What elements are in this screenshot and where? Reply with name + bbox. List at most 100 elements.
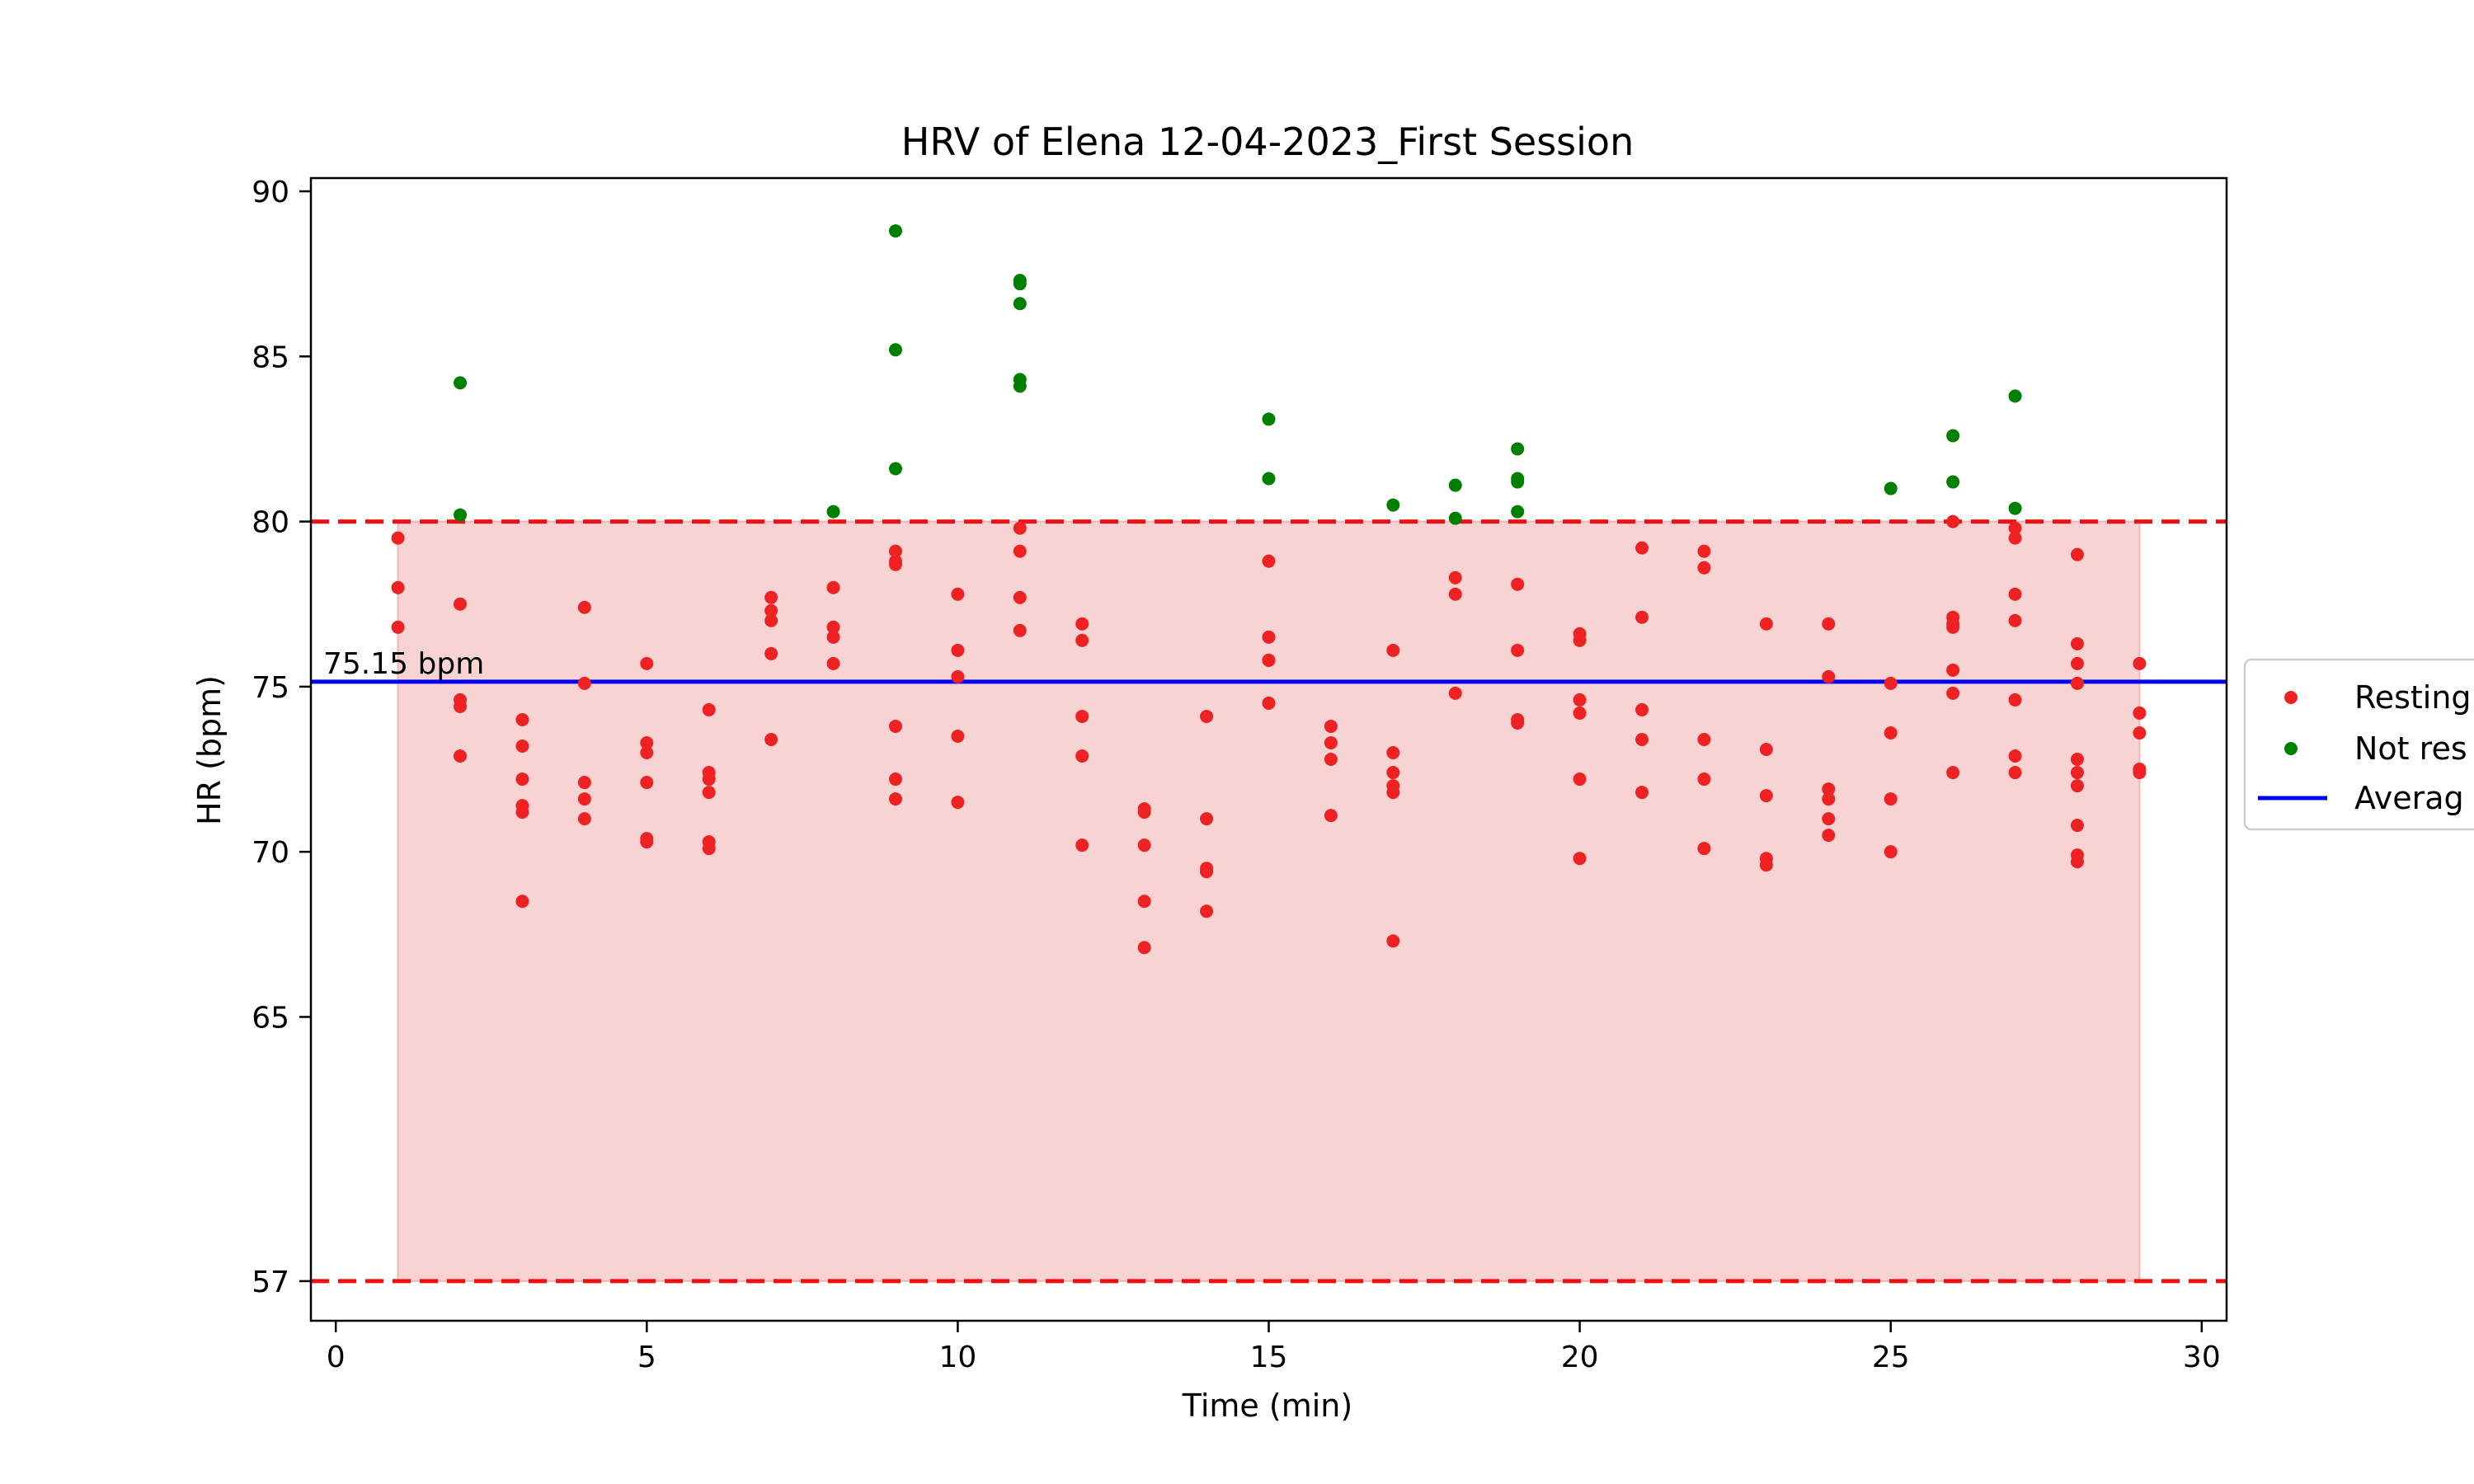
y-tick-label-80: 80	[252, 506, 289, 540]
data-point-0-46	[951, 643, 965, 657]
data-point-0-1	[391, 580, 405, 594]
data-point-0-142	[2070, 779, 2084, 793]
data-point-0-63	[1137, 941, 1151, 955]
data-point-0-24	[702, 702, 716, 716]
legend-box	[2243, 658, 2474, 831]
data-point-0-93	[1573, 693, 1587, 707]
data-point-0-42	[888, 719, 902, 733]
data-point-0-61	[1137, 838, 1151, 852]
data-point-0-29	[702, 842, 716, 856]
data-point-1-11	[1262, 412, 1276, 426]
data-point-1-16	[1511, 442, 1525, 456]
data-point-0-39	[888, 544, 902, 558]
data-point-0-70	[1262, 630, 1276, 644]
data-point-0-64	[1200, 709, 1214, 723]
data-point-0-113	[1822, 669, 1836, 683]
data-point-0-85	[1448, 587, 1462, 601]
data-point-0-5	[454, 699, 468, 713]
data-point-0-23	[640, 835, 654, 849]
y-tick-label-85: 85	[252, 340, 289, 374]
data-point-0-125	[1946, 620, 1960, 634]
data-point-0-122	[1946, 514, 1960, 528]
data-point-0-114	[1822, 782, 1836, 796]
legend-label-2: Averag	[2354, 780, 2464, 816]
data-point-0-37	[826, 630, 840, 644]
data-point-1-3	[888, 224, 902, 238]
data-point-0-117	[1822, 829, 1836, 843]
data-point-0-38	[826, 656, 840, 670]
resting-band	[397, 520, 2141, 1282]
x-tick-label-0: 0	[327, 1341, 346, 1374]
data-point-1-20	[1884, 481, 1898, 495]
data-point-0-131	[2008, 587, 2022, 601]
legend-marker-not-resting	[2284, 742, 2298, 755]
data-point-0-45	[951, 587, 965, 601]
data-point-1-5	[888, 462, 902, 476]
chart-title: HRV of Elena 12-04-2023_First Session	[901, 120, 1634, 164]
data-point-0-90	[1511, 716, 1525, 730]
data-point-0-32	[764, 613, 778, 627]
x-tick-label-30: 30	[2183, 1341, 2221, 1374]
x-tick-label-10: 10	[938, 1341, 976, 1374]
data-point-0-108	[1759, 743, 1773, 756]
x-tick-label-20: 20	[1561, 1341, 1599, 1374]
legend-label-0: Resting	[2354, 679, 2472, 716]
data-point-0-53	[1013, 623, 1027, 637]
data-point-0-79	[1386, 746, 1400, 760]
data-point-0-136	[2070, 547, 2084, 561]
data-point-0-72	[1262, 653, 1276, 667]
y-tick-label-57: 57	[252, 1266, 289, 1299]
data-point-1-7	[1013, 277, 1027, 291]
data-point-0-92	[1573, 633, 1587, 647]
data-point-0-76	[1324, 753, 1338, 767]
data-point-0-105	[1697, 773, 1711, 787]
data-point-0-102	[1697, 544, 1711, 558]
data-point-0-13	[577, 600, 591, 614]
data-point-0-65	[1200, 812, 1214, 826]
data-point-0-68	[1200, 904, 1214, 918]
data-point-1-14	[1448, 478, 1462, 492]
data-point-1-15	[1448, 511, 1462, 525]
data-point-0-73	[1262, 696, 1276, 710]
data-point-0-98	[1635, 610, 1649, 624]
data-point-0-84	[1448, 571, 1462, 585]
data-point-0-50	[1013, 521, 1027, 535]
data-point-0-21	[640, 776, 654, 790]
data-point-0-141	[2070, 766, 2084, 780]
data-point-0-2	[391, 620, 405, 634]
data-point-0-9	[515, 773, 529, 787]
data-point-0-12	[515, 895, 529, 909]
data-point-0-130	[2008, 531, 2022, 545]
data-point-1-13	[1386, 498, 1400, 512]
x-axis-title: Time (min)	[1182, 1388, 1352, 1424]
data-point-0-74	[1324, 719, 1338, 733]
data-point-0-147	[2133, 706, 2147, 720]
data-point-0-44	[888, 792, 902, 806]
data-point-0-31	[764, 603, 778, 618]
data-point-1-18	[1511, 475, 1525, 489]
data-point-0-77	[1324, 809, 1338, 823]
legend: Resting Not res Averag	[2243, 658, 2474, 831]
data-point-0-87	[1511, 577, 1525, 591]
data-point-0-100	[1635, 732, 1649, 746]
data-point-0-6	[454, 749, 468, 763]
data-point-0-150	[2133, 766, 2147, 780]
data-point-1-21	[1946, 429, 1960, 443]
data-point-0-116	[1822, 812, 1836, 826]
data-point-0-139	[2070, 676, 2084, 690]
data-point-0-20	[640, 746, 654, 760]
data-point-0-99	[1635, 702, 1649, 716]
legend-marker-resting	[2284, 691, 2298, 704]
data-point-0-111	[1759, 858, 1773, 872]
data-point-0-132	[2008, 613, 2022, 627]
data-point-0-57	[1075, 749, 1089, 763]
data-point-0-3	[454, 597, 468, 611]
data-point-0-148	[2133, 726, 2147, 740]
data-point-0-82	[1386, 786, 1400, 800]
data-point-0-86	[1448, 686, 1462, 700]
data-point-1-1	[454, 508, 468, 522]
data-point-1-24	[2008, 501, 2022, 515]
data-point-0-69	[1262, 554, 1276, 568]
data-point-0-60	[1137, 805, 1151, 819]
